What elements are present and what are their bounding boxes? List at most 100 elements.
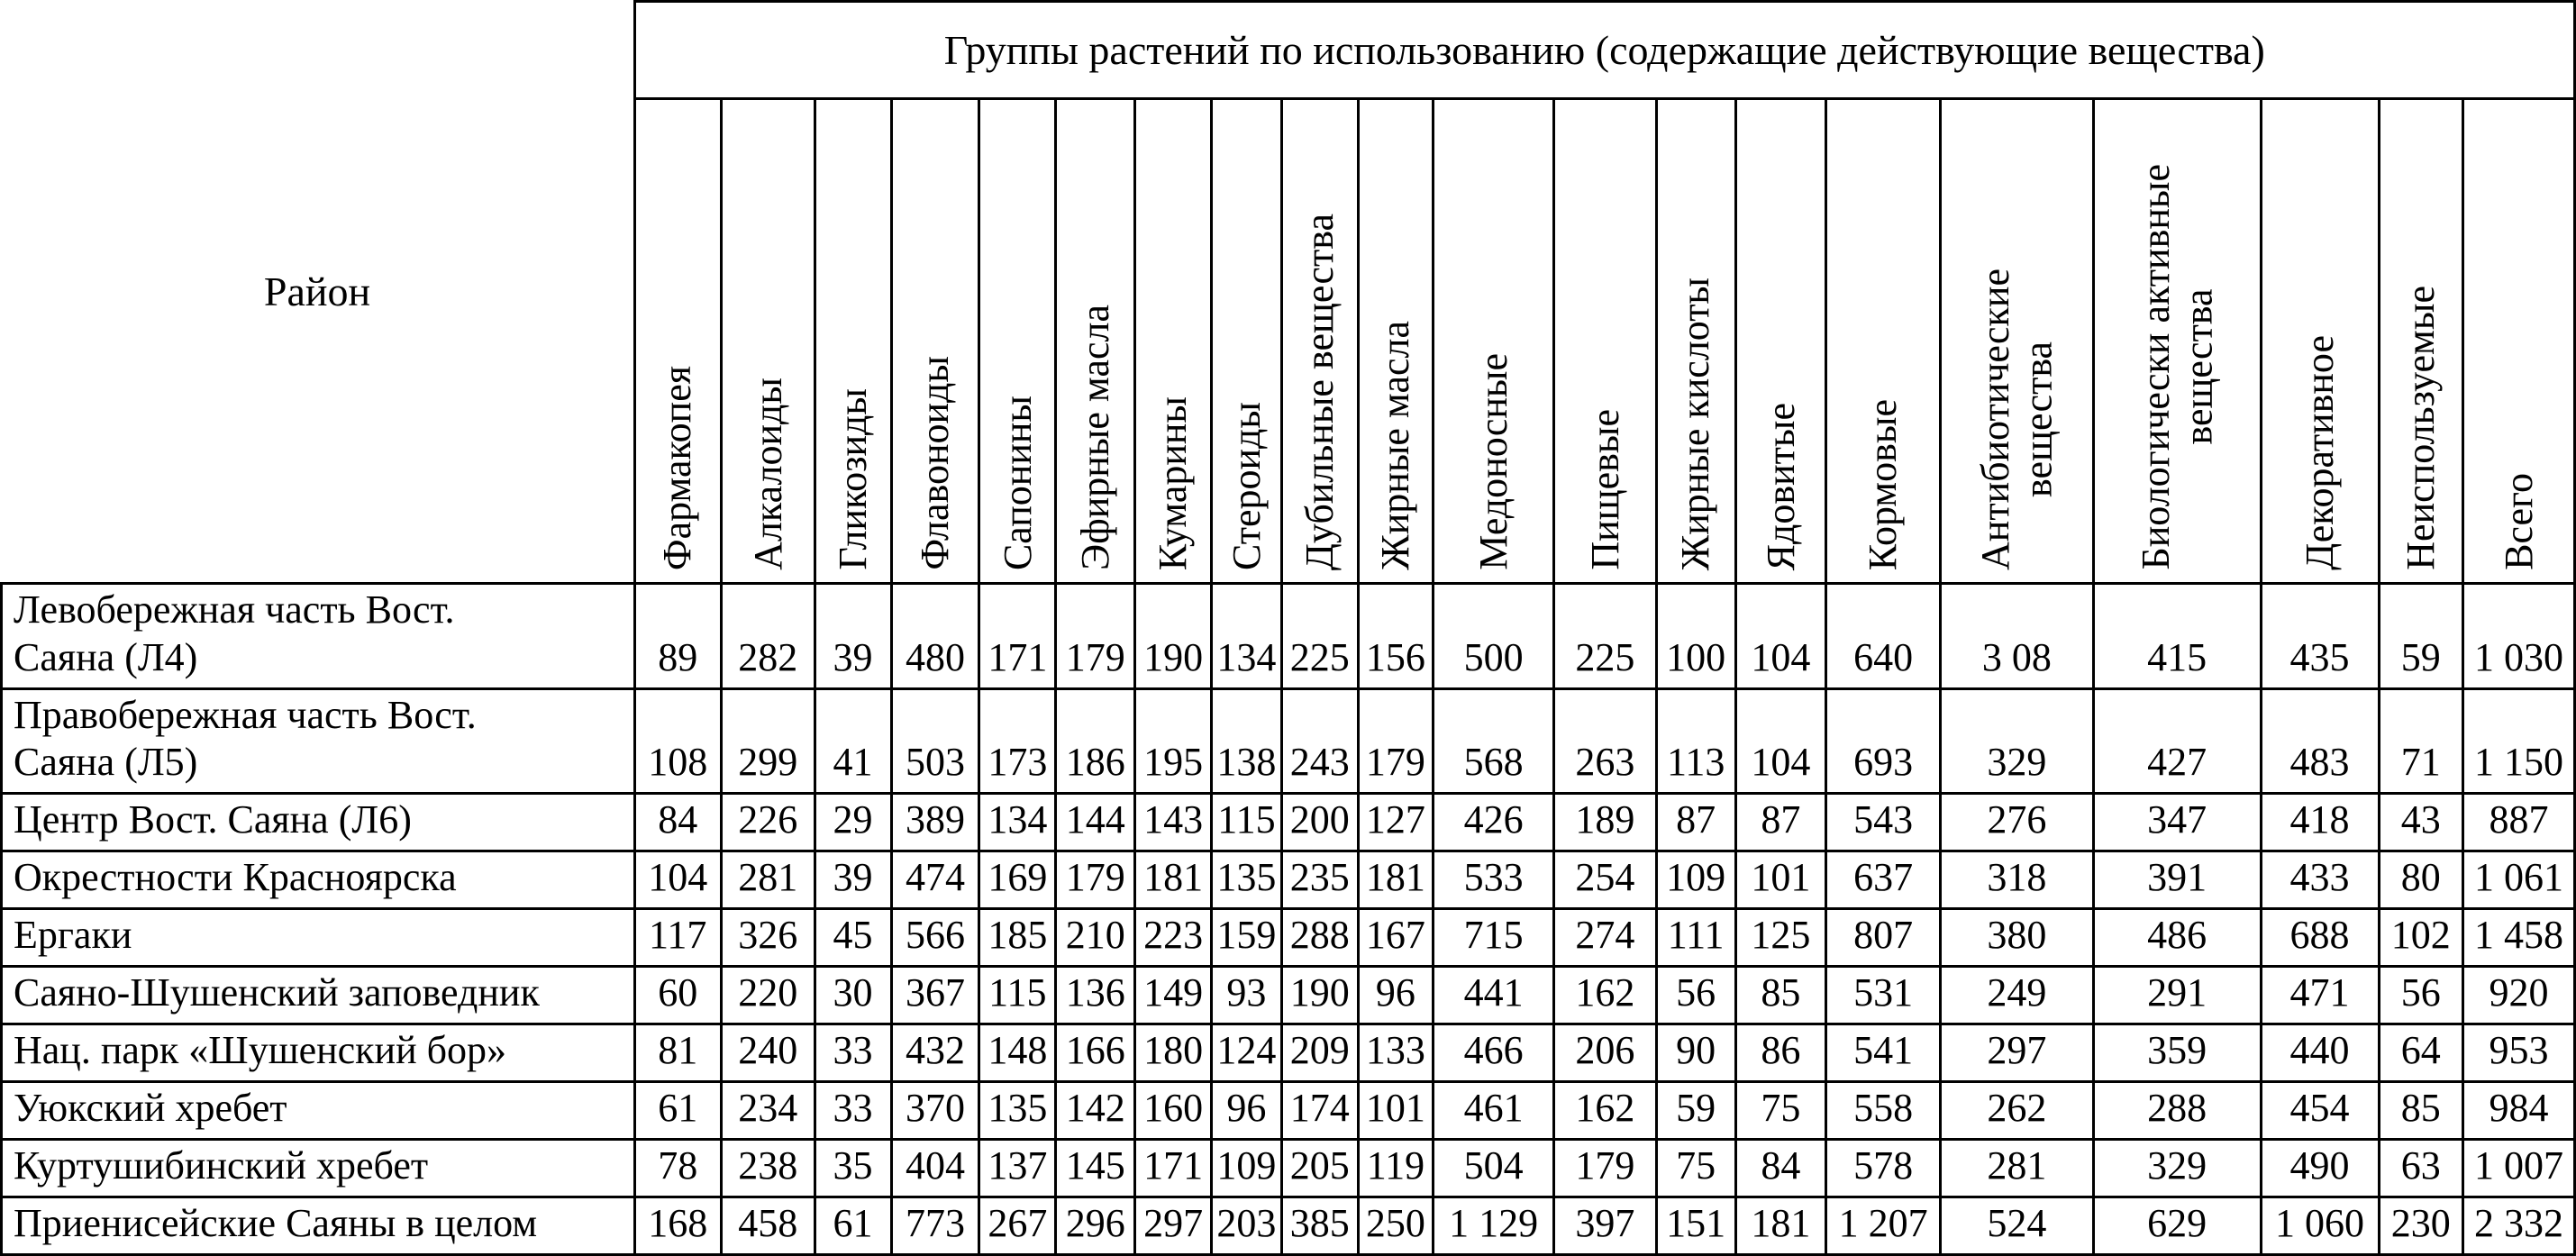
data-cell: 63: [2377, 1138, 2465, 1199]
row-label: Правобережная часть Вост. Саяна (Л5): [0, 687, 636, 796]
data-cell: 179: [1054, 850, 1137, 911]
data-cell: 45: [813, 907, 893, 969]
data-cell: 75: [1654, 1138, 1737, 1199]
data-cell: 1 129: [1432, 1196, 1556, 1256]
data-cell: 117: [633, 907, 723, 969]
data-cell: 134: [1210, 582, 1283, 690]
column-header-label: Гликозиды: [830, 388, 875, 570]
data-cell: 220: [719, 965, 816, 1026]
data-cell: 234: [719, 1080, 816, 1142]
data-cell: 30: [813, 965, 893, 1026]
data-cell: 281: [719, 850, 816, 911]
data-cell: 250: [1356, 1196, 1435, 1256]
data-cell: 181: [1356, 850, 1435, 911]
data-cell: 80: [2377, 850, 2465, 911]
column-header-4: Флавоноиды: [889, 97, 981, 585]
column-header-10: Жирные масла: [1356, 97, 1435, 585]
data-cell: 162: [1552, 965, 1658, 1026]
data-cell: 108: [633, 687, 723, 796]
data-cell: 125: [1734, 907, 1828, 969]
data-cell: 190: [1279, 965, 1360, 1026]
data-cell: 296: [1054, 1196, 1137, 1256]
table-row-3: Центр Вост. Саяна (Л6) 84 226 29 389 134 144 14…: [0, 792, 2576, 853]
data-cell: 474: [889, 850, 981, 911]
data-cell: 435: [2259, 582, 2380, 690]
data-cell: 101: [1356, 1080, 1435, 1142]
data-cell: 71: [2377, 687, 2465, 796]
data-cell: 87: [1654, 792, 1737, 853]
row-label: Саяно-Шушенский заповедник: [0, 965, 636, 1026]
group-header: Группы растений по использованию (содерж…: [633, 0, 2576, 100]
data-cell: 56: [2377, 965, 2465, 1026]
column-header-2: Алкалоиды: [719, 97, 816, 585]
data-cell: 101: [1734, 850, 1828, 911]
table-body: Левобережная часть Вост. Саяна (Л4) 89 282…: [0, 582, 2576, 1256]
data-cell: 566: [889, 907, 981, 969]
data-cell: 329: [2091, 1138, 2262, 1199]
column-header-16: Антибиотические вещества: [1938, 97, 2095, 585]
data-cell: 240: [719, 1023, 816, 1084]
column-header-label: Всего: [2496, 473, 2541, 570]
column-header-label: Эфирные масла: [1072, 305, 1117, 570]
data-cell: 2 332: [2462, 1196, 2576, 1256]
data-cell: 367: [889, 965, 981, 1026]
data-cell: 274: [1552, 907, 1658, 969]
data-cell: 167: [1356, 907, 1435, 969]
row-label: Нац. парк «Шушенский бор»: [0, 1023, 636, 1084]
column-header-label: Биологически активные вещества: [2133, 164, 2221, 570]
data-cell: 90: [1654, 1023, 1737, 1084]
data-cell: 461: [1432, 1080, 1556, 1142]
data-cell: 59: [1654, 1080, 1737, 1142]
data-cell: 504: [1432, 1138, 1556, 1199]
data-cell: 168: [633, 1196, 723, 1256]
data-cell: 186: [1054, 687, 1137, 796]
data-cell: 263: [1552, 687, 1658, 796]
column-header-19: Неиспользуемые: [2377, 97, 2465, 585]
data-cell: 137: [978, 1138, 1058, 1199]
data-cell: 84: [633, 792, 723, 853]
data-cell: 200: [1279, 792, 1360, 853]
data-cell: 171: [1133, 1138, 1214, 1199]
data-cell: 180: [1133, 1023, 1214, 1084]
data-cell: 297: [1133, 1196, 1214, 1256]
data-cell: 179: [1054, 582, 1137, 690]
data-cell: 1 061: [2462, 850, 2576, 911]
data-cell: 162: [1552, 1080, 1658, 1142]
column-header-9: Дубильные вещества: [1279, 97, 1360, 585]
data-cell: 541: [1825, 1023, 1942, 1084]
row-label: Куртушибинский хребет: [0, 1138, 636, 1199]
row-label: Уюкский хребет: [0, 1080, 636, 1142]
data-cell: 104: [1734, 687, 1828, 796]
data-cell: 33: [813, 1080, 893, 1142]
data-cell: 151: [1654, 1196, 1737, 1256]
column-header-label: Ядовитые: [1758, 402, 1803, 570]
data-cell: 297: [1938, 1023, 2095, 1084]
data-cell: 35: [813, 1138, 893, 1199]
data-cell: 480: [889, 582, 981, 690]
data-cell: 225: [1279, 582, 1360, 690]
data-cell: 1 207: [1825, 1196, 1942, 1256]
column-header-label: Фармакопея: [655, 365, 700, 570]
data-cell: 389: [889, 792, 981, 853]
data-cell: 254: [1552, 850, 1658, 911]
data-cell: 93: [1210, 965, 1283, 1026]
data-cell: 56: [1654, 965, 1737, 1026]
data-cell: 33: [813, 1023, 893, 1084]
data-cell: 558: [1825, 1080, 1942, 1142]
data-cell: 195: [1133, 687, 1214, 796]
data-cell: 578: [1825, 1138, 1942, 1199]
data-cell: 223: [1133, 907, 1214, 969]
data-cell: 953: [2462, 1023, 2576, 1084]
data-cell: 81: [633, 1023, 723, 1084]
data-cell: 415: [2091, 582, 2262, 690]
data-cell: 441: [1432, 965, 1556, 1026]
column-header-label: Кумарины: [1151, 396, 1196, 570]
column-header-label: Алкалоиды: [745, 378, 790, 570]
column-header-13: Жирные кислоты: [1654, 97, 1737, 585]
table-row-1: Левобережная часть Вост. Саяна (Л4) 89 282…: [0, 582, 2576, 690]
table-row-9: Куртушибинский хребет 78 238 35 404 137 145 171…: [0, 1138, 2576, 1199]
row-label: Ергаки: [0, 907, 636, 969]
data-cell: 276: [1938, 792, 2095, 853]
data-cell: 136: [1054, 965, 1137, 1026]
data-cell: 427: [2091, 687, 2262, 796]
